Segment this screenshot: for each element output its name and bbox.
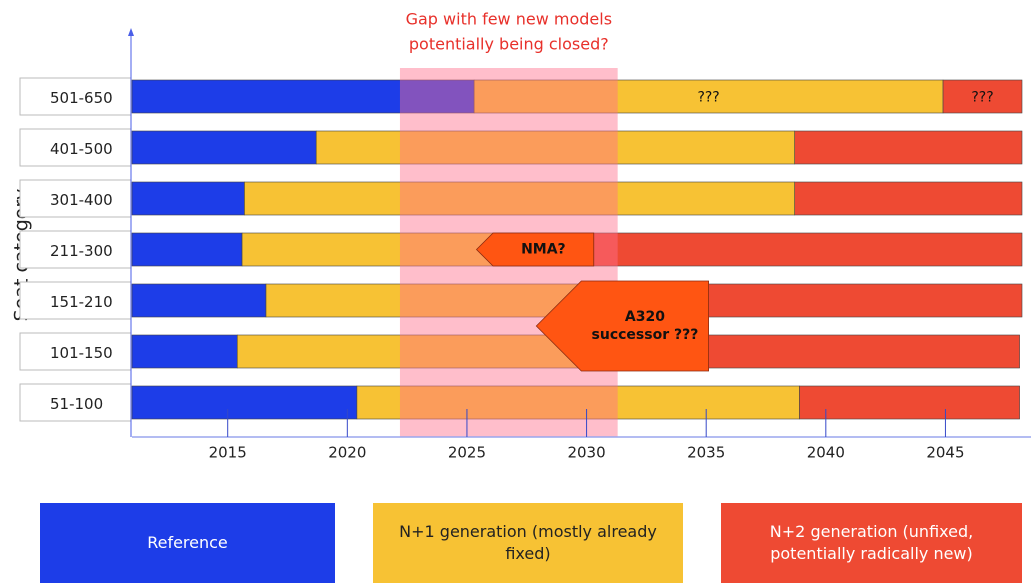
bar-segment (131, 385, 358, 420)
x-tick-label: 2025 (448, 444, 486, 462)
row-label: 211-300 (50, 242, 113, 260)
bar-segment (131, 232, 243, 267)
highlight-label: potentially being closed? (409, 35, 609, 54)
bar-segment (473, 79, 944, 114)
row-label-box (19, 128, 132, 167)
highlight-label: Gap with few new models (406, 10, 612, 29)
bar-segment (708, 283, 1023, 318)
bar-segment (244, 181, 796, 216)
x-tick-label: 2015 (209, 444, 247, 462)
row-label: 151-210 (50, 293, 113, 311)
bar-segment (794, 130, 1023, 165)
annotation-arrow (535, 280, 709, 372)
annotation-arrow (475, 232, 595, 267)
x-tick-label: 2030 (567, 444, 605, 462)
segment-label: ??? (697, 90, 719, 106)
bar-segment (315, 130, 796, 165)
annotation-text: successor ??? (592, 327, 699, 343)
row-label: 401-500 (50, 140, 113, 158)
row-label-box (19, 281, 132, 320)
x-tick-label: 2040 (807, 444, 845, 462)
legend-entry: N+2 generation (unfixed, potentially rad… (721, 503, 1022, 583)
row-label: 301-400 (50, 191, 113, 209)
row-label-box (19, 383, 132, 422)
legend-entry: Reference (40, 503, 335, 583)
legend-entry: N+1 generation (mostly already fixed) (373, 503, 683, 583)
bar-segment (131, 79, 475, 114)
bar-segment (356, 385, 800, 420)
bar-segment (794, 181, 1023, 216)
annotation-text: A320 (625, 309, 665, 325)
bar-segment (131, 334, 238, 369)
x-tick-label: 2020 (328, 444, 366, 462)
chart: Seat category 501-650401-500301-400211-3… (11, 10, 1031, 462)
x-tick-label: 2035 (687, 444, 725, 462)
segment-label: ??? (971, 90, 993, 106)
bar-segment (705, 334, 1020, 369)
row-label-box (19, 332, 132, 371)
y-axis-arrow (128, 28, 134, 36)
bar-segment (942, 79, 1023, 114)
bar-segment (799, 385, 1020, 420)
bar-segment (131, 130, 317, 165)
bar-segment (131, 283, 267, 318)
x-tick-label: 2045 (926, 444, 964, 462)
row-label: 501-650 (50, 89, 113, 107)
bar-segment (593, 232, 1023, 267)
row-label: 51-100 (50, 395, 103, 413)
row-label: 101-150 (50, 344, 113, 362)
annotation-text: NMA? (521, 242, 566, 258)
bar-segment (131, 181, 245, 216)
